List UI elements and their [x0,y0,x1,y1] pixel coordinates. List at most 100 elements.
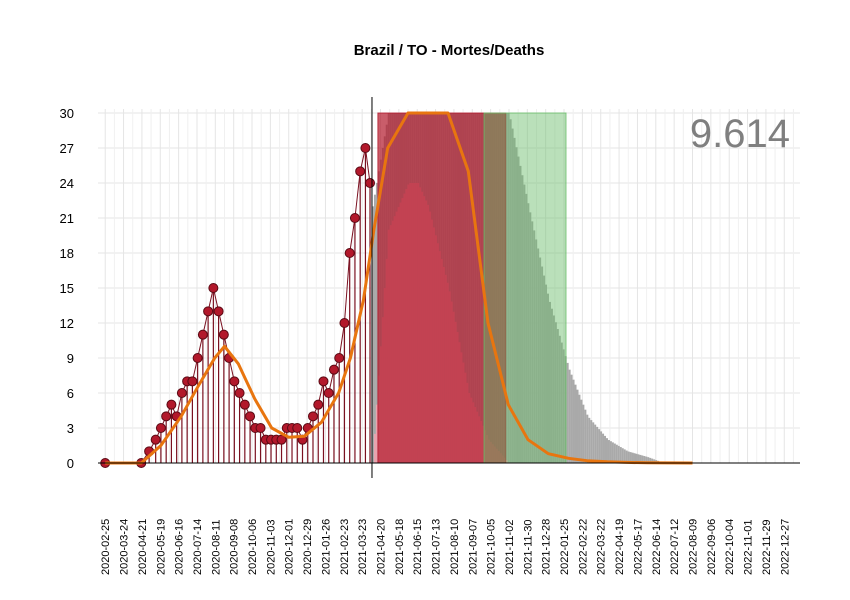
observed-point [323,388,334,398]
x-tick-label: 2021-10-05 [486,519,498,575]
projection-band-upper-bar [609,441,612,463]
projection-band-upper-bar [517,156,520,464]
projection-band-upper-bar [545,284,548,463]
projection-band-upper-bar [621,448,624,463]
projection-band-upper-bar [594,424,597,463]
y-tick-label: 27 [60,141,74,156]
observed-segment [354,171,361,219]
projection-band-upper-bar [513,137,516,463]
projection-band-upper-bar [525,193,528,463]
x-tick-label: 2022-03-22 [596,519,608,575]
observed-point [192,353,203,363]
observed-segment [364,147,371,184]
observed-point [339,318,350,328]
y-tick-label: 3 [67,421,74,436]
projection-band-lower-bar [373,433,376,463]
projection-band-upper-bar [546,293,549,463]
projection-band-upper-bar [578,394,581,463]
x-tick-label: 2022-06-14 [651,519,663,575]
y-tick-label: 12 [60,316,74,331]
projection-band-upper-bar [641,455,644,463]
x-tick-label: 2021-12-28 [541,519,553,575]
y-tick-label: 6 [67,386,74,401]
projection-band-upper-bar [631,452,634,463]
projection-band-upper-bar [535,239,538,463]
x-tick-label: 2020-07-14 [192,519,204,575]
projection-band-upper-bar [537,248,540,463]
y-tick-labels: 0 3 6 9 12 15 18 21 24 27 30 [60,106,74,471]
projection-band-upper-bar [643,456,646,463]
axes [98,97,800,478]
x-tick-label: 2022-09-06 [706,519,718,575]
x-tick-label: 2020-05-19 [155,519,167,575]
projection-band-lower-bar [505,459,508,463]
observed-point [208,283,219,293]
projection-band-upper-bar [507,113,510,463]
x-tick-label: 2021-03-23 [357,519,369,575]
projection-band-upper-bar [548,301,551,463]
observed-point [334,353,345,363]
x-tick-label: 2020-10-06 [247,519,259,575]
total-annotation: 9.614 [690,112,790,156]
x-tick-label: 2020-06-16 [174,519,186,575]
projection-band-upper-bar [511,128,514,464]
x-tick-label: 2020-03-24 [119,519,131,575]
x-tick-label: 2022-12-27 [779,519,791,575]
observed-point [203,306,214,317]
observed-point [328,364,339,375]
x-tick-label: 2021-09-07 [467,519,479,575]
projection-band-upper-bar [554,322,557,463]
x-tick-label: 2020-02-25 [100,519,112,575]
x-tick-label: 2021-05-18 [394,519,406,575]
projection-band-upper-bar [629,452,632,463]
observed-point [355,166,366,177]
projection-band-upper-bar [576,389,579,463]
observed-point [218,329,229,340]
x-tick-label: 2022-11-01 [743,520,755,575]
projection-band-upper-bar [607,440,610,463]
x-tick-label: 2020-12-01 [284,519,296,575]
x-tick-label: 2022-01-25 [559,519,571,575]
trend-line [105,111,693,465]
y-tick-label: 15 [60,281,74,296]
x-tick-label: 2021-04-20 [376,519,388,575]
projection-band-upper-bar [531,221,534,463]
y-tick-label: 24 [60,176,74,191]
observed-point [150,434,161,445]
projection-band-upper-bar [602,433,605,463]
observed-point [176,388,187,398]
projection-band-upper-bar [623,449,626,463]
projection-band-upper-bar [645,456,648,463]
projection-band-upper-bar [651,458,654,463]
projection-band-upper-bar [543,275,546,463]
projection-band-upper-bar [574,384,577,463]
x-tick-label: 2022-05-17 [632,519,644,575]
projection-band-upper-bar [582,404,585,463]
observed-point [166,399,177,410]
observed-point [307,411,318,422]
x-tick-label: 2022-11-29 [761,520,773,575]
projection-band-upper-bar [615,444,618,463]
observed-point [318,376,329,387]
projection-band-upper-bar [604,435,607,463]
projection-band-upper-bar [371,206,374,464]
projection-band-upper-bar [509,119,512,463]
projection-band-upper-bar [611,442,614,463]
y-tick-label: 21 [60,211,74,226]
projection-band-upper-bar [653,459,656,463]
observed-point [229,376,240,387]
x-tick-label: 2020-09-08 [229,519,241,575]
projection-band-lower-bar [375,404,378,463]
x-tick-label: 2021-08-10 [449,519,461,575]
projection-band-upper-bar [529,212,532,463]
projection-band-upper-bar [375,183,378,463]
observed-point [344,248,355,258]
projection-band-upper-bar [613,443,616,463]
x-tick-label: 2022-04-19 [614,519,626,575]
observed-point [313,399,324,410]
projection-band-upper-bar [600,431,603,463]
x-tick-label: 2022-08-09 [688,519,700,575]
observed-point [255,423,266,433]
projection-band-upper-bar [586,414,589,463]
